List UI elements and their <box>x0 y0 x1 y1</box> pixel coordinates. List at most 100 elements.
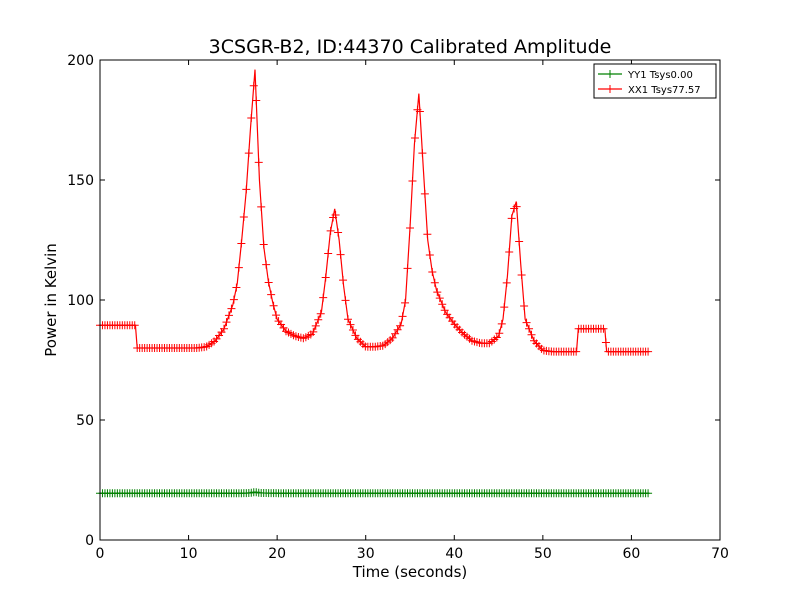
data-point-marker <box>229 295 238 304</box>
y-tick-label: 50 <box>76 413 94 429</box>
data-point-marker <box>319 293 328 302</box>
data-point-marker <box>309 327 318 336</box>
data-point-marker <box>227 304 236 313</box>
series-0 <box>96 488 653 498</box>
data-point-marker <box>415 107 424 116</box>
data-point-marker <box>423 230 432 239</box>
data-point-marker <box>341 296 350 305</box>
data-point-marker <box>406 224 414 232</box>
data-point-marker <box>237 239 246 248</box>
data-point-marker <box>269 301 278 310</box>
data-point-marker <box>259 240 268 249</box>
data-point-marker <box>264 278 273 287</box>
data-point-marker <box>388 333 397 342</box>
data-point-marker <box>525 324 534 333</box>
data-point-marker <box>234 263 243 272</box>
legend-marker <box>606 70 614 78</box>
y-tick-label: 150 <box>67 173 94 189</box>
y-tick-label: 100 <box>67 293 94 309</box>
data-point-marker <box>425 250 434 259</box>
data-point-marker <box>572 347 581 356</box>
data-point-marker <box>311 321 320 330</box>
data-point-marker <box>522 318 531 327</box>
data-point-marker <box>314 315 323 324</box>
data-point-marker <box>239 212 248 221</box>
data-point-marker <box>262 260 271 269</box>
data-point-marker <box>324 249 333 258</box>
data-point-marker <box>599 324 608 333</box>
data-point-marker <box>334 228 343 237</box>
data-point-marker <box>601 338 610 347</box>
y-tick-label: 0 <box>85 533 94 549</box>
series-1 <box>96 69 653 356</box>
legend-marker <box>606 85 614 93</box>
data-point-marker <box>249 81 258 90</box>
data-point-marker <box>515 237 524 246</box>
data-point-marker <box>418 149 427 158</box>
data-point-marker <box>401 298 410 307</box>
data-point-marker <box>247 113 256 122</box>
data-point-marker <box>346 320 355 329</box>
y-axis-label: Power in Kelvin <box>42 243 60 357</box>
data-point-marker <box>232 283 241 292</box>
plot-area <box>96 69 653 498</box>
data-point-marker <box>252 96 261 105</box>
data-point-marker <box>257 202 266 211</box>
data-point-marker <box>331 211 340 220</box>
legend-label: YY1 Tsys0.00 <box>627 70 693 81</box>
data-point-marker <box>505 248 514 256</box>
x-tick-label: 60 <box>623 546 641 562</box>
x-tick-label: 30 <box>357 546 375 562</box>
data-point-marker <box>316 309 325 318</box>
data-point-marker <box>435 294 444 303</box>
data-point-marker <box>420 189 429 198</box>
data-point-marker <box>433 288 442 297</box>
data-point-marker <box>348 325 357 334</box>
data-point-marker <box>520 301 529 310</box>
x-tick-label: 0 <box>96 546 105 562</box>
data-point-marker <box>267 290 276 299</box>
data-point-marker <box>339 276 348 285</box>
data-point-marker <box>393 325 402 334</box>
data-point-marker <box>254 158 263 167</box>
data-point-marker <box>410 133 419 142</box>
data-point-marker <box>336 250 345 259</box>
x-axis-label: Time (seconds) <box>352 563 468 581</box>
x-tick-label: 50 <box>534 546 552 562</box>
legend-box <box>593 63 717 99</box>
legend-label: XX1 Tsys77.57 <box>628 85 701 96</box>
y-tick-label: 200 <box>67 53 94 69</box>
data-point-marker <box>500 303 509 312</box>
data-point-marker <box>440 306 449 315</box>
data-point-marker <box>408 176 417 185</box>
data-point-marker <box>430 278 439 287</box>
data-point-marker <box>321 273 330 282</box>
data-point-marker <box>222 318 231 327</box>
axes-frame <box>99 59 721 541</box>
data-point-marker <box>272 311 281 320</box>
data-point-marker <box>527 330 536 339</box>
data-point-marker <box>396 321 405 330</box>
x-tick-label: 40 <box>445 546 463 562</box>
x-tick-label: 10 <box>180 546 198 562</box>
x-tick-label: 20 <box>268 546 286 562</box>
data-point-marker <box>326 226 335 235</box>
data-point-marker <box>517 271 526 280</box>
data-point-marker <box>497 319 506 328</box>
data-point-marker <box>391 329 400 338</box>
data-point-marker <box>495 329 504 338</box>
axis-ticks: 0 10 20 30 40 50 60 70 0 50 100 150 200 <box>67 53 729 562</box>
data-point-marker <box>130 321 139 330</box>
data-point-marker <box>438 300 447 309</box>
data-point-marker <box>224 311 233 320</box>
data-point-marker <box>351 331 360 340</box>
data-point-marker <box>507 214 516 223</box>
data-point-marker <box>244 149 253 158</box>
data-point-marker <box>492 333 501 342</box>
legend: YY1 Tsys0.00 XX1 Tsys77.57 <box>593 63 717 99</box>
data-point-marker <box>644 347 653 356</box>
data-point-marker <box>220 324 228 333</box>
data-point-marker <box>403 264 412 273</box>
